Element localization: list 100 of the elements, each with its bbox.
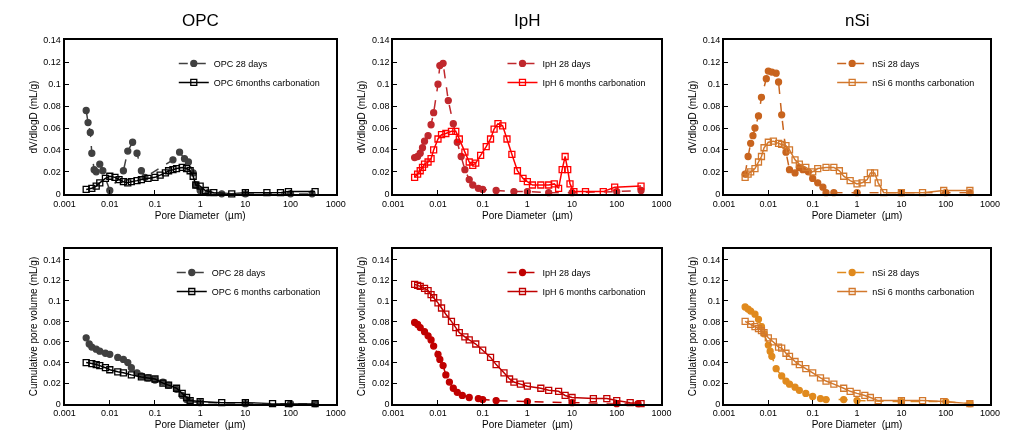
x-tick-label: 100 — [609, 198, 625, 209]
x-tick-label: 10 — [567, 408, 578, 419]
x-tick-label: 0.01 — [759, 198, 778, 209]
x-tick-label: 0.001 — [53, 198, 76, 209]
legend-label: nSi 6 months carbonation — [872, 77, 975, 88]
legend-label: IpH 28 days — [542, 58, 592, 69]
x-axis-title: Pore Diameter (µm) — [481, 419, 573, 431]
x-axis-title: Pore Diameter (µm) — [811, 419, 903, 431]
y-tick-label: 0.1 — [376, 295, 390, 306]
legend-label: OPC 6 months carbonation — [211, 287, 321, 298]
x-tick-label: 0.001 — [382, 408, 405, 419]
x-tick-label: 0.001 — [53, 408, 76, 419]
y-tick-label: 0.12 — [371, 57, 390, 68]
legend-label: nSi 6 months carbonation — [872, 287, 975, 298]
y-tick-label: 0.1 — [707, 295, 721, 306]
x-tick-label: 0.01 — [429, 408, 447, 419]
y-axis-title: dV/dlogD (mL/g) — [27, 80, 39, 154]
y-tick-label: 0.02 — [702, 167, 721, 178]
y-tick-label: 0.06 — [371, 123, 390, 134]
x-tick-label: 0.01 — [759, 408, 778, 419]
x-tick-label: 1000 — [651, 408, 672, 419]
x-axis-title: Pore Diameter (µm) — [481, 209, 573, 221]
x-tick-label: 0.01 — [101, 198, 119, 209]
y-tick-label: 0.02 — [43, 167, 61, 178]
legend-label: IpH 6 months carbonation — [542, 77, 646, 88]
y-tick-label: 0.02 — [371, 378, 390, 389]
y-tick-label: 0.04 — [371, 357, 390, 368]
x-tick-label: 0.01 — [101, 408, 119, 419]
x-tick-label: 0.01 — [429, 198, 447, 209]
legend-label: IpH 28 days — [542, 268, 592, 279]
chart-title: nSi — [845, 11, 870, 30]
x-tick-label: 0.1 — [806, 198, 819, 209]
legend-label: OPC 28 days — [211, 268, 266, 279]
x-tick-label: 100 — [938, 408, 954, 419]
y-tick-label: 0.08 — [371, 316, 390, 327]
x-tick-label: 10 — [240, 198, 251, 209]
y-tick-label: 0 — [384, 188, 390, 199]
y-tick-label: 0.06 — [702, 123, 721, 134]
x-tick-label: 100 — [609, 408, 625, 419]
y-tick-label: 0.14 — [371, 35, 390, 46]
x-tick-label: 0.1 — [148, 408, 162, 419]
x-tick-label: 1000 — [325, 408, 346, 419]
y-tick-label: 0.12 — [43, 275, 61, 286]
y-axis-title: dV/dlogD (mL/g) — [356, 80, 368, 154]
y-tick-label: 0.14 — [43, 35, 61, 46]
x-tick-label: 1 — [524, 198, 530, 209]
y-tick-label: 0.08 — [43, 101, 61, 112]
x-tick-label: 1000 — [651, 198, 672, 209]
y-tick-label: 0.04 — [43, 357, 61, 368]
y-tick-label: 0.04 — [702, 357, 721, 368]
y-tick-label: 0.1 — [376, 79, 390, 90]
y-tick-label: 0.04 — [43, 145, 61, 156]
x-tick-label: 10 — [896, 408, 907, 419]
chart-title: OPC — [182, 11, 219, 30]
y-axis-title: Cumulative pore volume (mL/g) — [356, 256, 368, 397]
y-tick-label: 0 — [715, 398, 721, 409]
y-tick-label: 0 — [715, 188, 721, 199]
legend-label: nSi 28 days — [872, 58, 920, 69]
y-tick-label: 0.1 — [707, 79, 721, 90]
x-tick-label: 1 — [854, 408, 860, 419]
x-tick-label: 1000 — [325, 198, 346, 209]
x-tick-label: 1000 — [980, 408, 1001, 419]
y-tick-label: 0.02 — [702, 378, 721, 389]
x-tick-label: 100 — [938, 198, 954, 209]
x-tick-label: 0.1 — [476, 408, 489, 419]
y-tick-label: 0.02 — [371, 167, 390, 178]
x-tick-label: 1 — [197, 198, 203, 209]
x-tick-label: 1000 — [980, 198, 1001, 209]
y-tick-label: 0 — [55, 398, 61, 409]
y-tick-label: 0.12 — [43, 57, 61, 68]
x-tick-label: 0.1 — [476, 198, 489, 209]
y-tick-label: 0.04 — [702, 145, 721, 156]
legend-label: nSi 28 days — [872, 268, 920, 279]
y-tick-label: 0.06 — [43, 337, 61, 348]
y-tick-label: 0.12 — [371, 275, 390, 286]
x-axis-title: Pore Diameter (µm) — [811, 209, 903, 221]
y-tick-label: 0.06 — [702, 337, 721, 348]
y-tick-label: 0.14 — [371, 254, 390, 265]
y-tick-label: 0.14 — [43, 254, 61, 265]
x-tick-label: 10 — [240, 408, 251, 419]
y-tick-label: 0.12 — [702, 57, 721, 68]
y-tick-label: 0.06 — [371, 337, 390, 348]
x-tick-label: 10 — [896, 198, 907, 209]
x-tick-label: 0.1 — [148, 198, 162, 209]
x-tick-label: 100 — [283, 198, 299, 209]
y-tick-label: 0 — [384, 398, 390, 409]
x-tick-label: 1 — [854, 198, 860, 209]
y-tick-label: 0 — [55, 188, 61, 199]
y-tick-label: 0.14 — [702, 35, 721, 46]
y-axis-title: dV/dlogD (mL/g) — [687, 80, 699, 154]
y-axis-title: Cumulative pore volume (mL/g) — [687, 256, 699, 397]
y-tick-label: 0.14 — [702, 254, 721, 265]
x-tick-label: 0.001 — [712, 408, 736, 419]
x-tick-label: 1 — [524, 408, 530, 419]
chart-title: IpH — [514, 11, 541, 30]
legend-label: OPC 6months carbonation — [213, 77, 320, 88]
x-tick-label: 0.1 — [806, 408, 819, 419]
y-tick-label: 0.12 — [702, 275, 721, 286]
x-axis-title: Pore Diameter (µm) — [154, 419, 246, 431]
y-tick-label: 0.04 — [371, 145, 390, 156]
